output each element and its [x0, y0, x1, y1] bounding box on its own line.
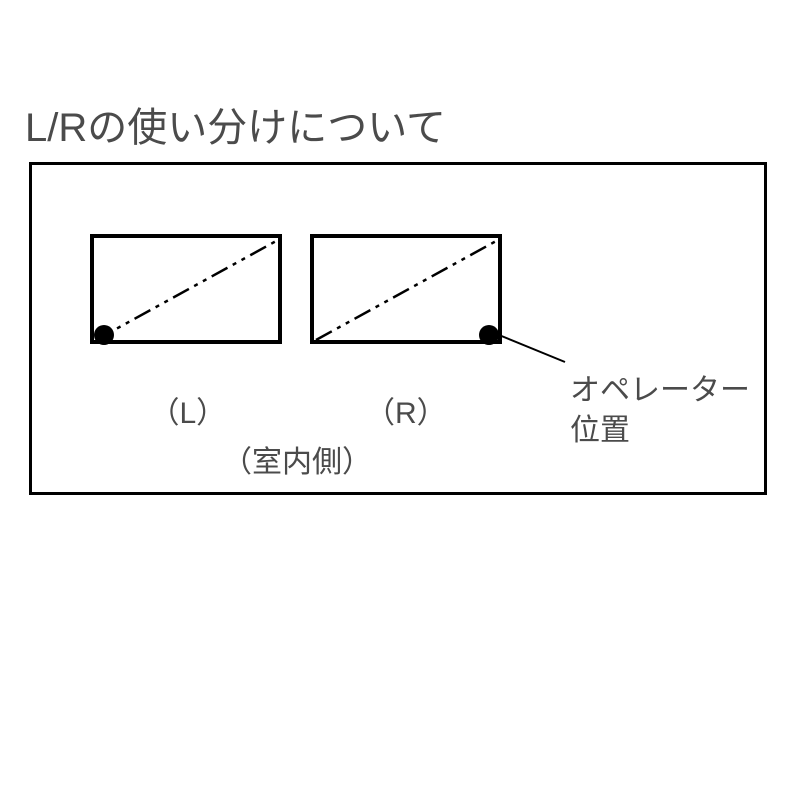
label-l: （L） [150, 388, 227, 432]
label-r: （R） [365, 388, 447, 432]
label-operator-line1: オペレーター [570, 365, 750, 409]
diagram-container: L/Rの使い分けについて （L） （R） （室内側） オペレーター 位置 [0, 0, 800, 800]
label-interior: （室内側） [222, 437, 372, 481]
label-operator-line2: 位置 [570, 405, 630, 449]
